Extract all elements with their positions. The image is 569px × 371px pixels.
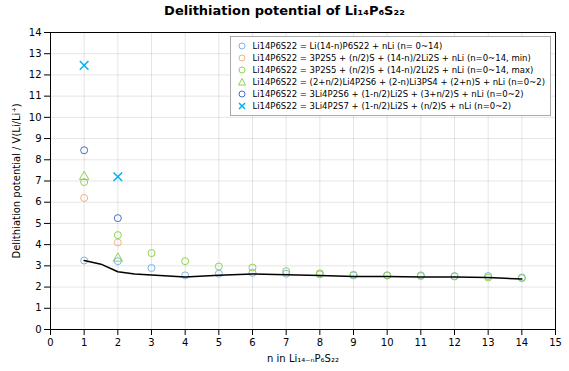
svg-text:3: 3 (148, 337, 154, 348)
svg-text:5: 5 (216, 337, 222, 348)
svg-text:11: 11 (29, 90, 42, 101)
svg-text:14: 14 (515, 337, 528, 348)
svg-text:Delithiation potential / V(Li/: Delithiation potential / V(Li/Li⁺) (11, 103, 22, 258)
svg-text:0: 0 (47, 337, 53, 348)
svg-text:13: 13 (482, 337, 495, 348)
svg-text:6: 6 (35, 196, 41, 207)
svg-text:15: 15 (549, 337, 562, 348)
svg-text:7: 7 (35, 175, 41, 186)
svg-text:1: 1 (81, 337, 87, 348)
html-text:Li14P6S22 = (2+n/2)Li4P2S6 + (: Li14P6S22 = (2+n/2)Li4P2S6 + (2-n)Li3PS4… (252, 77, 545, 87)
svg-text:7: 7 (283, 337, 289, 348)
svg-text:2: 2 (115, 337, 121, 348)
svg-text:8: 8 (317, 337, 323, 348)
svg-text:13: 13 (29, 48, 42, 59)
html-text:Li14P6S22 = 3P2S5 + (n/2)S + (: Li14P6S22 = 3P2S5 + (n/2)S + (14-n)/2Li2… (252, 65, 534, 75)
html-text:Li14P6S22 = 3P2S5 + (n/2)S + (: Li14P6S22 = 3P2S5 + (n/2)S + (14-n)/2Li2… (252, 53, 531, 63)
html-text:Li14P6S22 = 3Li4P2S6 + (1-n/2): Li14P6S22 = 3Li4P2S6 + (1-n/2)Li2S + (3+… (252, 89, 524, 99)
svg-text:0: 0 (35, 324, 41, 335)
svg-text:6: 6 (249, 337, 255, 348)
svg-text:10: 10 (29, 112, 42, 123)
svg-text:9: 9 (350, 337, 356, 348)
svg-text:n in Li₁₄₋ₙP₆S₂₂: n in Li₁₄₋ₙP₆S₂₂ (267, 353, 339, 364)
html-text:Li14P6S22 = Li(14-n)P6S22 + nL: Li14P6S22 = Li(14-n)P6S22 + nLi (n= 0~14… (252, 41, 443, 51)
svg-text:9: 9 (35, 133, 41, 144)
svg-text:5: 5 (35, 218, 41, 229)
svg-text:2: 2 (35, 281, 41, 292)
svg-text:4: 4 (182, 337, 188, 348)
html-text:Li14P6S22 = 3Li4P2S7 + (1-n/2): Li14P6S22 = 3Li4P2S7 + (1-n/2)Li2S + (n/… (252, 101, 512, 111)
svg-text:1: 1 (35, 302, 41, 313)
svg-text:14: 14 (29, 27, 42, 38)
svg-text:4: 4 (35, 239, 41, 250)
svg-text:11: 11 (414, 337, 427, 348)
svg-text:8: 8 (35, 154, 41, 165)
svg-text:12: 12 (29, 69, 42, 80)
html-text:Delithiation potential of Li₁₄: Delithiation potential of Li₁₄P₆S₂₂ (164, 3, 405, 18)
svg-text:12: 12 (448, 337, 461, 348)
svg-text:10: 10 (381, 337, 394, 348)
svg-text:3: 3 (35, 260, 41, 271)
